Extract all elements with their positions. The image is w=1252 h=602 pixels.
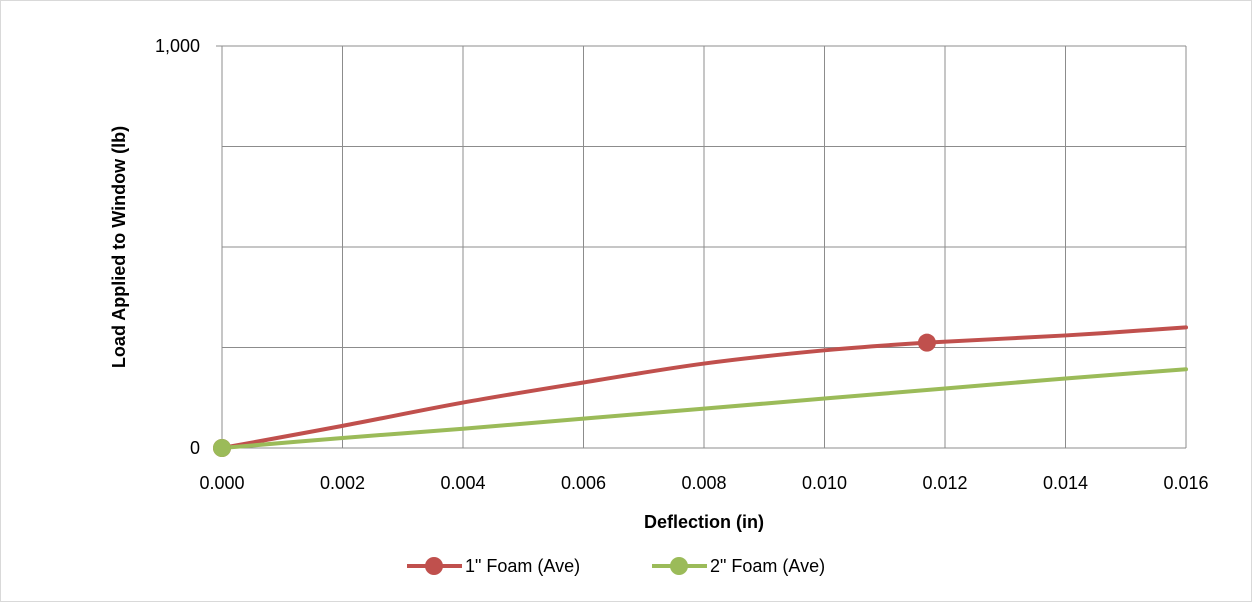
series-line-2 (220, 367, 1188, 450)
series-lines (220, 325, 1188, 450)
y-axis-title: Load Applied to Window (lb) (109, 126, 129, 368)
series-line-1 (220, 325, 1188, 450)
x-tick-label: 0.004 (440, 473, 485, 493)
legend-marker-1 (425, 557, 443, 575)
y-tick-label: 1,000 (155, 36, 200, 56)
legend: 1" Foam (Ave) 2" Foam (Ave) (407, 556, 825, 576)
x-axis-title: Deflection (in) (644, 512, 764, 532)
x-tick-label: 0.010 (802, 473, 847, 493)
y-tick-label: 0 (190, 438, 200, 458)
x-tick-label: 0.000 (199, 473, 244, 493)
x-tick-label: 0.002 (320, 473, 365, 493)
x-tick-label: 0.006 (561, 473, 606, 493)
x-tick-label: 0.014 (1043, 473, 1088, 493)
grid-lines (216, 45, 1187, 449)
x-tick-label: 0.008 (681, 473, 726, 493)
legend-label-1: 1" Foam (Ave) (465, 556, 580, 576)
x-tick-label: 0.012 (922, 473, 967, 493)
legend-label-2: 2" Foam (Ave) (710, 556, 825, 576)
x-tick-label: 0.016 (1163, 473, 1208, 493)
series-markers (213, 333, 936, 457)
series-1-marker (917, 333, 936, 352)
x-tick-labels: 0.000 0.002 0.004 0.006 0.008 0.010 0.012 0.014… (199, 473, 1208, 493)
legend-marker-2 (670, 557, 688, 575)
series-2-marker (213, 439, 231, 457)
y-tick-labels: 0 1,000 (155, 36, 200, 458)
